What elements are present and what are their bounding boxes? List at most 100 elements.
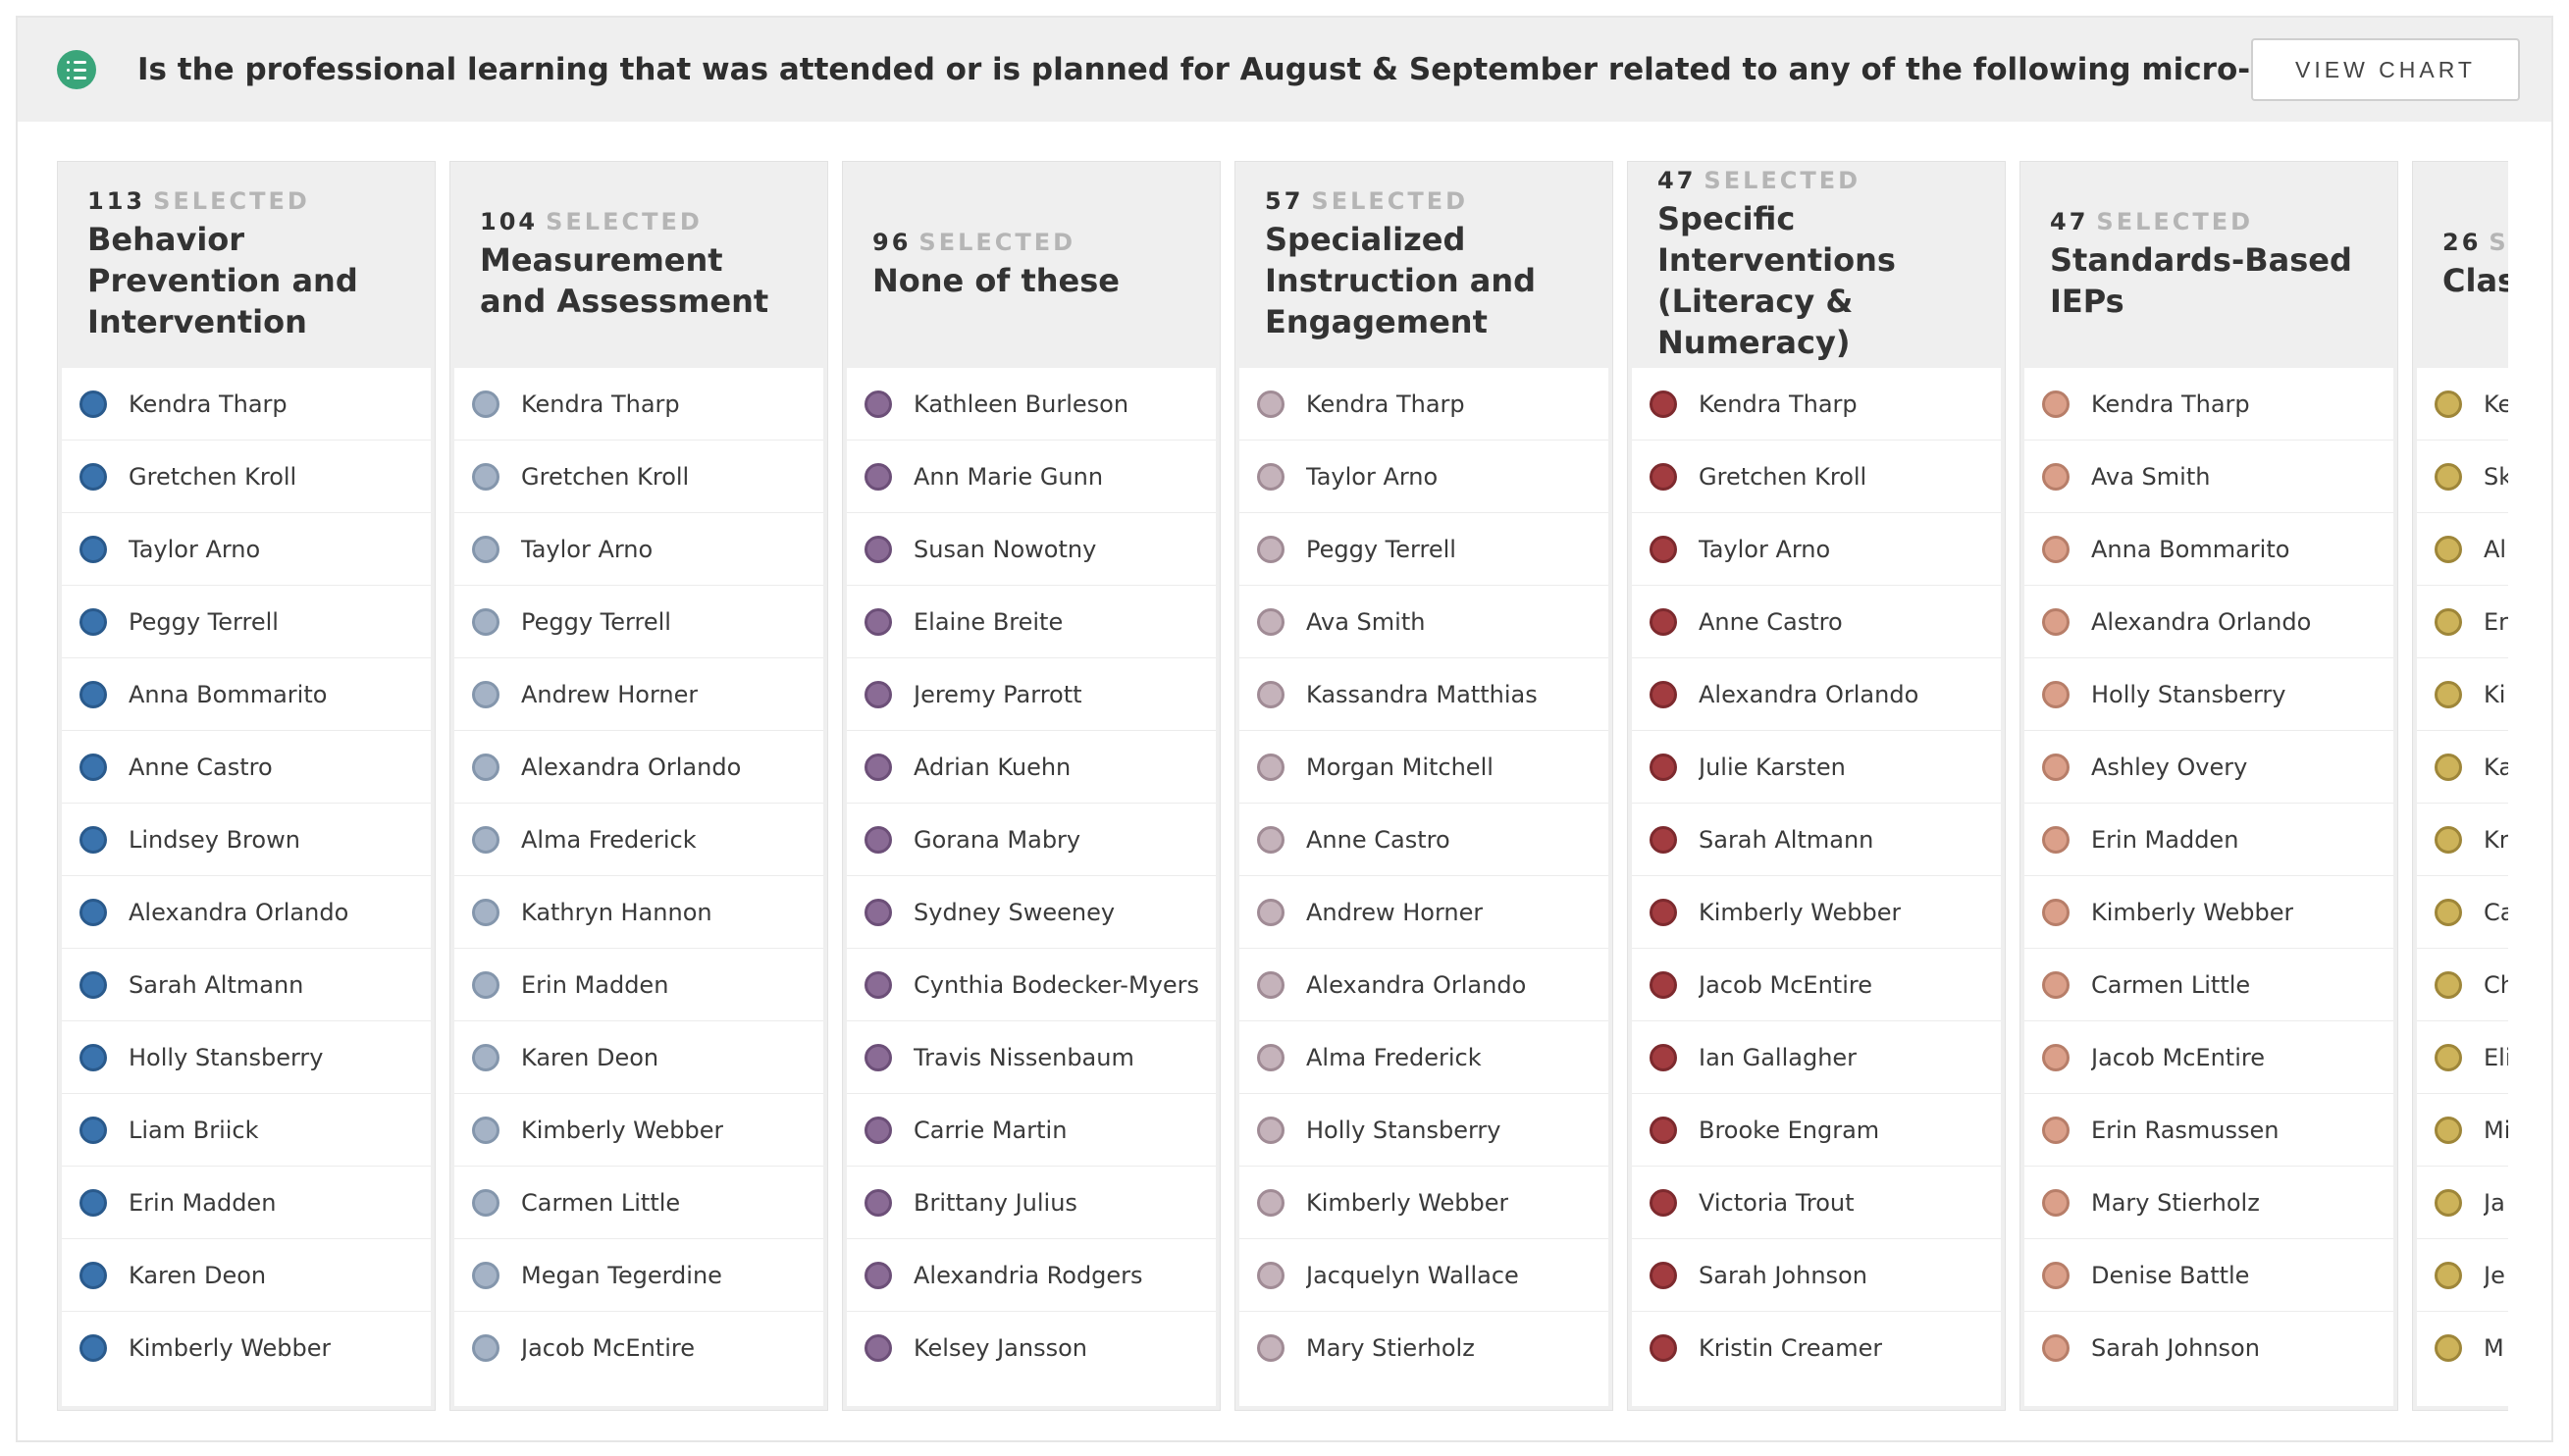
list-item[interactable]: Liam Briick [62, 1094, 431, 1167]
list-item[interactable]: Karen Deon [62, 1239, 431, 1312]
list-item[interactable]: Taylor Arno [1632, 513, 2001, 586]
list-item[interactable]: Gretchen Kroll [454, 441, 823, 513]
list-item[interactable]: Jacob McEntire [2024, 1021, 2393, 1094]
list-item[interactable]: Peggy Terrell [454, 586, 823, 658]
list-item[interactable]: Elaine Breite [847, 586, 1216, 658]
list-item[interactable]: Ian Gallagher [1632, 1021, 2001, 1094]
list-item[interactable]: Alma Frederick [1239, 1021, 1608, 1094]
list-item[interactable]: Alexandra Orlando [62, 876, 431, 949]
list-item[interactable]: Kimberly Webber [1239, 1167, 1608, 1239]
list-item[interactable]: Holly Stansberry [1239, 1094, 1608, 1167]
list-item[interactable]: Peggy Terrell [1239, 513, 1608, 586]
list-item[interactable]: Sarah Altmann [1632, 804, 2001, 876]
list-item[interactable]: Ki [2417, 658, 2508, 731]
list-item[interactable]: Kendra Tharp [454, 368, 823, 441]
list-item[interactable]: Erin Madden [454, 949, 823, 1021]
list-item[interactable]: Ka [2417, 731, 2508, 804]
list-item[interactable]: Jacob McEntire [1632, 949, 2001, 1021]
list-item[interactable]: Sarah Johnson [2024, 1312, 2393, 1384]
list-item[interactable]: Al [2417, 513, 2508, 586]
list-item[interactable]: Kimberly Webber [62, 1312, 431, 1384]
list-item[interactable]: Anne Castro [1239, 804, 1608, 876]
list-item[interactable]: Erin Madden [62, 1167, 431, 1239]
list-item[interactable]: Holly Stansberry [62, 1021, 431, 1094]
list-item[interactable]: Ca [2417, 876, 2508, 949]
list-item[interactable]: Kendra Tharp [2024, 368, 2393, 441]
list-item[interactable]: Brooke Engram [1632, 1094, 2001, 1167]
list-item[interactable]: Gretchen Kroll [62, 441, 431, 513]
list-item[interactable]: Kr [2417, 804, 2508, 876]
list-item[interactable]: Jacquelyn Wallace [1239, 1239, 1608, 1312]
list-item[interactable]: Carrie Martin [847, 1094, 1216, 1167]
list-item[interactable]: Adrian Kuehn [847, 731, 1216, 804]
list-item[interactable]: Gretchen Kroll [1632, 441, 2001, 513]
list-item[interactable]: M [2417, 1312, 2508, 1384]
list-item[interactable]: Holly Stansberry [2024, 658, 2393, 731]
list-item[interactable]: Kendra Tharp [1632, 368, 2001, 441]
list-item[interactable]: Ann Marie Gunn [847, 441, 1216, 513]
list-item[interactable]: Mary Stierholz [1239, 1312, 1608, 1384]
list-item[interactable]: Alexandra Orlando [454, 731, 823, 804]
list-item[interactable]: Ch [2417, 949, 2508, 1021]
list-item[interactable]: Ava Smith [1239, 586, 1608, 658]
list-item[interactable]: Carmen Little [2024, 949, 2393, 1021]
list-item[interactable]: Ja [2417, 1167, 2508, 1239]
list-item[interactable]: Kimberly Webber [1632, 876, 2001, 949]
list-item[interactable]: Denise Battle [2024, 1239, 2393, 1312]
list-item[interactable]: Anna Bommarito [2024, 513, 2393, 586]
responses-board[interactable]: 113 SELECTED Behavior Prevention and Inter… [57, 161, 2508, 1417]
list-item[interactable]: Victoria Trout [1632, 1167, 2001, 1239]
list-item[interactable]: Peggy Terrell [62, 586, 431, 658]
list-item[interactable]: Kathryn Hannon [454, 876, 823, 949]
view-chart-button[interactable]: VIEW CHART [2251, 38, 2520, 101]
list-item[interactable]: Ava Smith [2024, 441, 2393, 513]
list-item[interactable]: Alma Frederick [454, 804, 823, 876]
list-item[interactable]: Je [2417, 1239, 2508, 1312]
list-item[interactable]: Taylor Arno [1239, 441, 1608, 513]
list-item[interactable]: Erin Madden [2024, 804, 2393, 876]
list-item[interactable]: Taylor Arno [454, 513, 823, 586]
list-item[interactable]: Morgan Mitchell [1239, 731, 1608, 804]
list-item[interactable]: Sk [2417, 441, 2508, 513]
list-item[interactable]: Andrew Horner [454, 658, 823, 731]
list-item[interactable]: Karen Deon [454, 1021, 823, 1094]
list-item[interactable]: Sydney Sweeney [847, 876, 1216, 949]
list-item[interactable]: Kendra Tharp [1239, 368, 1608, 441]
list-item[interactable]: Kathleen Burleson [847, 368, 1216, 441]
list-item[interactable]: Anne Castro [1632, 586, 2001, 658]
list-item[interactable]: Sarah Johnson [1632, 1239, 2001, 1312]
list-item[interactable]: Travis Nissenbaum [847, 1021, 1216, 1094]
list-item[interactable]: Jeremy Parrott [847, 658, 1216, 731]
list-item[interactable]: Alexandra Orlando [1239, 949, 1608, 1021]
list-item[interactable]: Ashley Overy [2024, 731, 2393, 804]
list-item[interactable]: Anne Castro [62, 731, 431, 804]
list-item[interactable]: Susan Nowotny [847, 513, 1216, 586]
list-item[interactable]: Jacob McEntire [454, 1312, 823, 1384]
list-item[interactable]: Mi [2417, 1094, 2508, 1167]
list-item[interactable]: Alexandra Orlando [2024, 586, 2393, 658]
list-item[interactable]: Kristin Creamer [1632, 1312, 2001, 1384]
list-item[interactable]: Kimberly Webber [454, 1094, 823, 1167]
list-item[interactable]: Kimberly Webber [2024, 876, 2393, 949]
list-item[interactable]: Erin Rasmussen [2024, 1094, 2393, 1167]
list-item[interactable]: Alexandra Orlando [1632, 658, 2001, 731]
list-item[interactable]: Lindsey Brown [62, 804, 431, 876]
list-item[interactable]: Er [2417, 586, 2508, 658]
list-item[interactable]: Carmen Little [454, 1167, 823, 1239]
list-item[interactable]: Gorana Mabry [847, 804, 1216, 876]
list-item[interactable]: Alexandria Rodgers [847, 1239, 1216, 1312]
list-item[interactable]: Kassandra Matthias [1239, 658, 1608, 731]
list-item[interactable]: Ke [2417, 368, 2508, 441]
list-item[interactable]: Julie Karsten [1632, 731, 2001, 804]
list-item[interactable]: Eli [2417, 1021, 2508, 1094]
list-item[interactable]: Anna Bommarito [62, 658, 431, 731]
list-item[interactable]: Sarah Altmann [62, 949, 431, 1021]
list-item[interactable]: Cynthia Bodecker-Myers [847, 949, 1216, 1021]
list-item[interactable]: Andrew Horner [1239, 876, 1608, 949]
list-item[interactable]: Brittany Julius [847, 1167, 1216, 1239]
list-item[interactable]: Megan Tegerdine [454, 1239, 823, 1312]
list-item[interactable]: Taylor Arno [62, 513, 431, 586]
list-item[interactable]: Kelsey Jansson [847, 1312, 1216, 1384]
list-item[interactable]: Mary Stierholz [2024, 1167, 2393, 1239]
list-item[interactable]: Kendra Tharp [62, 368, 431, 441]
